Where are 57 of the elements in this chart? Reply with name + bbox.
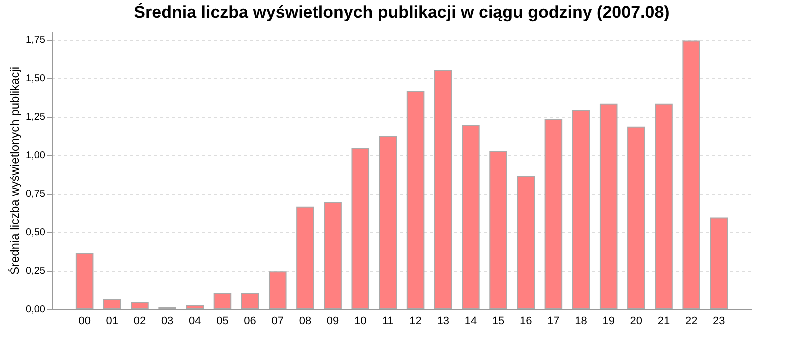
x-tick-label: 22 (685, 316, 698, 328)
x-tick-label: 04 (189, 316, 202, 328)
bar (76, 253, 94, 310)
bar (268, 272, 287, 310)
chart-title: Średnia liczba wyświetlonych publikacji w ciągu godziny (2007.08) (134, 2, 670, 22)
bar (544, 119, 563, 310)
x-tick-label: 07 (272, 316, 284, 328)
y-tick-label: 0,50 (26, 228, 46, 239)
bar (517, 176, 536, 310)
x-tick-label: 23 (713, 316, 726, 328)
x-tick-label: 12 (410, 316, 422, 328)
x-tick-label: 15 (492, 316, 505, 328)
x-tick-label: 02 (134, 316, 146, 328)
bar (572, 110, 590, 310)
bar (379, 136, 398, 310)
bar (490, 152, 508, 310)
x-tick-label: 18 (575, 316, 588, 328)
bar (682, 40, 700, 310)
x-tick-label: 17 (548, 316, 560, 328)
bar (434, 70, 452, 310)
y-tick-label: 1,00 (26, 150, 46, 162)
x-tick-label: 20 (630, 316, 643, 328)
bar (186, 305, 204, 310)
x-tick-label: 05 (216, 316, 229, 328)
x-tick-label: 10 (354, 316, 367, 328)
bar (655, 104, 673, 310)
y-tick-label: 1,50 (26, 74, 46, 85)
bar (324, 202, 342, 310)
y-tick-label: 0,25 (26, 266, 46, 278)
bar (104, 299, 122, 310)
bar (296, 206, 314, 310)
y-tick-label: 1,25 (26, 112, 46, 124)
x-tick-label: 00 (78, 316, 91, 328)
y-tick-label: 0,00 (26, 304, 46, 316)
y-tick-label: 1,75 (26, 35, 46, 46)
y-tick-label: 0,75 (26, 189, 46, 200)
y-axis-title: Średnia liczba wyświetlonych publikacji (8, 66, 22, 276)
bar (241, 293, 260, 310)
x-tick-label: 09 (326, 316, 340, 328)
bar (710, 218, 728, 310)
x-tick-label: 21 (658, 316, 670, 328)
x-tick-label: 16 (520, 316, 532, 328)
bar (214, 293, 232, 310)
x-tick-label: 08 (299, 316, 312, 328)
bar (131, 302, 149, 310)
x-tick-label: 13 (437, 316, 450, 328)
x-tick-label: 06 (244, 316, 256, 328)
x-tick-label: 11 (382, 316, 394, 328)
x-tick-label: 03 (161, 316, 174, 328)
bar (628, 126, 646, 310)
bar (352, 148, 370, 310)
bar (462, 125, 480, 310)
x-tick-label: 19 (602, 316, 615, 328)
bar (406, 92, 425, 310)
x-tick-label: 01 (106, 316, 119, 328)
x-tick-label: 14 (464, 316, 478, 328)
bar (600, 104, 618, 310)
